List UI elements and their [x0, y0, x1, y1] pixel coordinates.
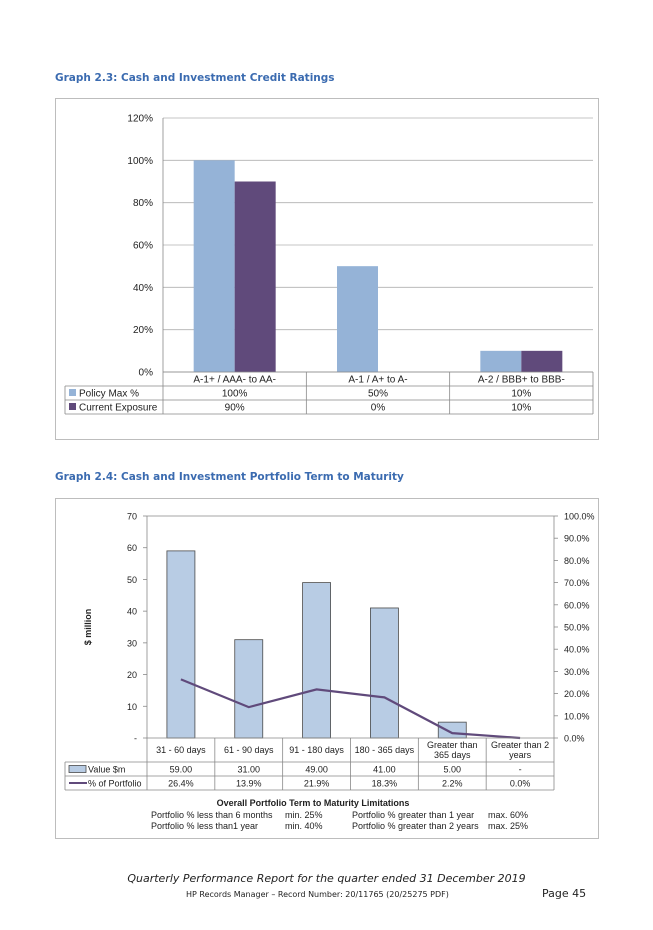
term-to-maturity-chart-frame: - 10 20 30 40 50 60 70 0.0% 10.0% 20.0% 30.0% 40.0% 5…	[55, 498, 599, 839]
bar-current-exposure	[521, 350, 563, 372]
legend-swatch	[69, 389, 76, 396]
page-number: Page 45	[542, 887, 587, 900]
y2-tick-label: 50.0%	[564, 623, 590, 633]
category-label: 91 - 180 days	[289, 745, 344, 755]
category-label: Greater than	[427, 740, 478, 750]
table-value: 10%	[511, 403, 531, 414]
category-label: A-2 / BBB+ to BBB-	[478, 375, 565, 386]
y-tick-label: 40%	[133, 283, 153, 294]
table-value: -	[519, 765, 522, 775]
bar-value	[437, 721, 467, 739]
category-label: 180 - 365 days	[355, 745, 415, 755]
y2-tick-label: 10.0%	[564, 711, 590, 721]
legend-swatch-value	[68, 765, 87, 773]
table-value: 59.00	[170, 765, 193, 775]
y2-tick-label: 40.0%	[564, 645, 590, 655]
term-to-maturity-chart: - 10 20 30 40 50 60 70 0.0% 10.0% 20.0% 30.0% 40.0% 5…	[64, 512, 595, 831]
y2-tick-label: 100.0%	[564, 512, 595, 522]
table-value: 31.00	[237, 765, 260, 775]
bar-value	[370, 607, 399, 739]
y-tick-label: 10	[127, 702, 137, 712]
bar-value	[302, 582, 331, 739]
y2-tick-label: 60.0%	[564, 600, 590, 610]
y-tick-label: 100%	[127, 156, 153, 167]
report-footer-title: Quarterly Performance Report for the qua…	[127, 872, 526, 885]
y2-tick-label: 80.0%	[564, 556, 590, 566]
y-tick-label: -	[134, 734, 137, 744]
y-tick-label: 120%	[127, 114, 153, 125]
bar-value	[166, 550, 196, 739]
y-tick-label: 60%	[133, 241, 153, 252]
legend-label: Policy Max %	[79, 389, 139, 400]
bar-current-exposure	[234, 181, 276, 372]
table-value: 13.9%	[236, 779, 262, 789]
limitation-text: min. 25%	[285, 810, 323, 820]
category-label: 61 - 90 days	[224, 745, 274, 755]
table-value: 2.2%	[442, 779, 463, 789]
y-tick-label: 40	[127, 607, 137, 617]
y2-tick-label: 0.0%	[564, 734, 585, 744]
table-value: 49.00	[305, 765, 328, 775]
table-value: 0.0%	[510, 779, 531, 789]
graph-2-3-heading: Graph 2.3: Cash and Investment Credit Ra…	[55, 72, 335, 84]
bar-policy-max	[480, 350, 522, 372]
limitations-title: Overall Portfolio Term to Maturity Limit…	[217, 798, 410, 808]
table-value: 90%	[225, 403, 245, 414]
limitation-text: min. 40%	[285, 821, 323, 831]
y-tick-label: 0%	[139, 368, 154, 379]
y2-tick-label: 70.0%	[564, 578, 590, 588]
y-tick-label: 50	[127, 575, 137, 585]
category-label: Greater than 2	[491, 740, 549, 750]
limitation-text: max. 60%	[488, 810, 528, 820]
y2-tick-label: 20.0%	[564, 689, 590, 699]
credit-ratings-chart-frame: 0% 20% 40% 60% 80% 100% 120% A-1+ / AAA- to AA-…	[55, 98, 599, 440]
category-label: A-1 / A+ to A-	[348, 375, 407, 386]
graph-2-4-heading: Graph 2.4: Cash and Investment Portfolio…	[55, 471, 404, 483]
limitation-text: Portfolio % less than 6 months	[151, 810, 273, 820]
legend-label: Current Exposure	[79, 403, 158, 414]
legend-swatch	[69, 403, 76, 410]
table-value: 50%	[368, 389, 388, 400]
legend-label: Value $m	[88, 765, 125, 775]
category-label: 31 - 60 days	[156, 745, 206, 755]
y-axis-title: $ million	[83, 609, 93, 646]
table-value: 26.4%	[168, 779, 194, 789]
record-number: HP Records Manager – Record Number: 20/1…	[186, 890, 449, 899]
table-value: 41.00	[373, 765, 396, 775]
table-value: 0%	[371, 403, 386, 414]
limitation-text: Portfolio % less than1 year	[151, 821, 258, 831]
y-tick-label: 70	[127, 512, 137, 522]
y2-tick-label: 90.0%	[564, 534, 590, 544]
table-value: 100%	[222, 389, 248, 400]
legend-label: % of Portfolio	[88, 779, 142, 789]
bar-policy-max	[193, 160, 235, 372]
y2-tick-label: 30.0%	[564, 667, 590, 677]
limitation-text: max. 25%	[488, 821, 528, 831]
limitation-text: Portfolio % greater than 2 years	[352, 821, 479, 831]
y-tick-label: 30	[127, 638, 137, 648]
limitation-text: Portfolio % greater than 1 year	[352, 810, 474, 820]
category-label: years	[509, 750, 532, 760]
table-value: 18.3%	[372, 779, 398, 789]
category-label: A-1+ / AAA- to AA-	[193, 375, 276, 386]
y-tick-label: 80%	[133, 198, 153, 209]
y-tick-label: 20	[127, 670, 137, 680]
portfolio-percent-line	[180, 678, 521, 740]
y-tick-label: 60	[127, 543, 137, 553]
table-value: 10%	[511, 389, 531, 400]
table-value: 5.00	[443, 765, 461, 775]
bar-value	[234, 639, 264, 739]
bar-policy-max	[337, 266, 378, 372]
credit-ratings-chart: 0% 20% 40% 60% 80% 100% 120% A-1+ / AAA- to AA-…	[64, 114, 594, 415]
category-label: 365 days	[434, 750, 471, 760]
table-value: 21.9%	[304, 779, 330, 789]
y-tick-label: 20%	[133, 325, 153, 336]
